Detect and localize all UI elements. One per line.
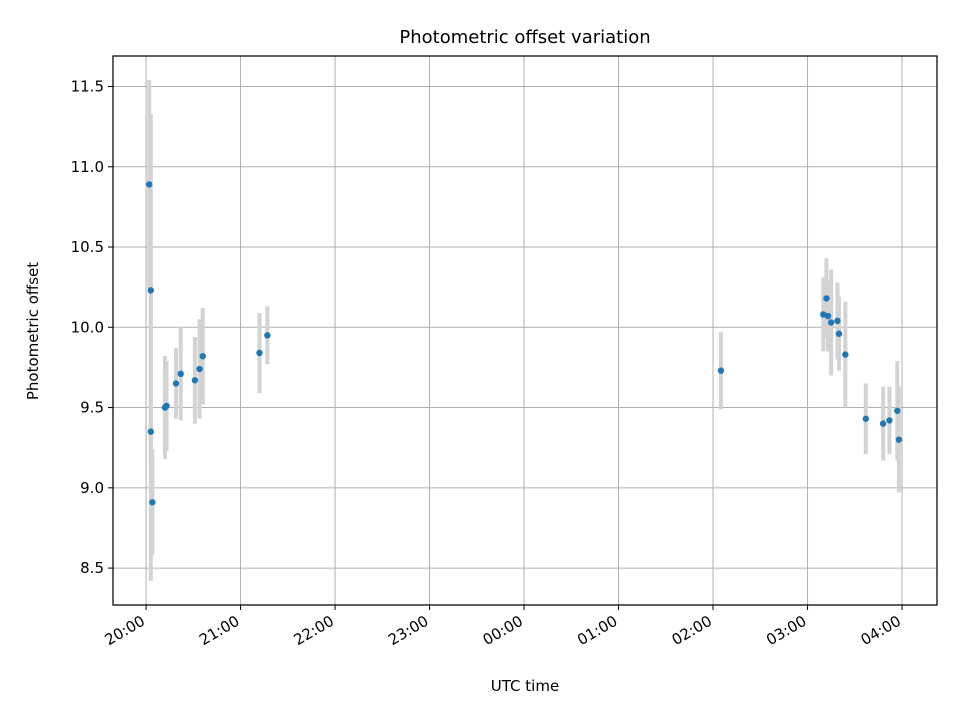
data-point — [823, 295, 830, 302]
data-point — [886, 417, 893, 424]
data-points — [146, 181, 903, 506]
data-point — [862, 415, 870, 422]
data-point — [824, 312, 832, 320]
data-point — [834, 317, 841, 325]
data-point — [172, 380, 180, 387]
y-tick-label: 10.5 — [71, 238, 104, 256]
data-point — [264, 332, 271, 339]
y-tick-label: 9.5 — [80, 399, 104, 417]
data-point — [835, 330, 843, 337]
data-point — [842, 351, 849, 358]
data-point — [147, 287, 154, 294]
data-point — [827, 319, 835, 326]
y-tick-label: 9.0 — [80, 479, 104, 497]
data-point — [199, 352, 206, 360]
y-tick-label: 8.5 — [80, 559, 104, 577]
data-point — [147, 428, 154, 435]
y-tick-label: 11.0 — [71, 158, 104, 176]
grid — [113, 56, 937, 605]
y-axis-label: Photometric offset — [24, 262, 42, 400]
data-point — [146, 181, 153, 188]
data-point — [256, 349, 263, 357]
x-axis-label: UTC time — [491, 677, 559, 695]
y-tick-label: 10.0 — [71, 318, 104, 336]
data-point — [149, 499, 156, 506]
data-point — [163, 402, 170, 410]
data-point — [177, 370, 184, 378]
data-point — [191, 377, 199, 384]
plot-area-frame — [112, 55, 938, 606]
data-point — [196, 365, 203, 373]
data-point — [879, 420, 887, 427]
y-tick-label: 11.5 — [71, 78, 104, 96]
data-point — [894, 407, 901, 414]
data-point — [717, 367, 725, 374]
chart-title: Photometric offset variation — [399, 27, 650, 48]
data-point — [895, 436, 903, 443]
